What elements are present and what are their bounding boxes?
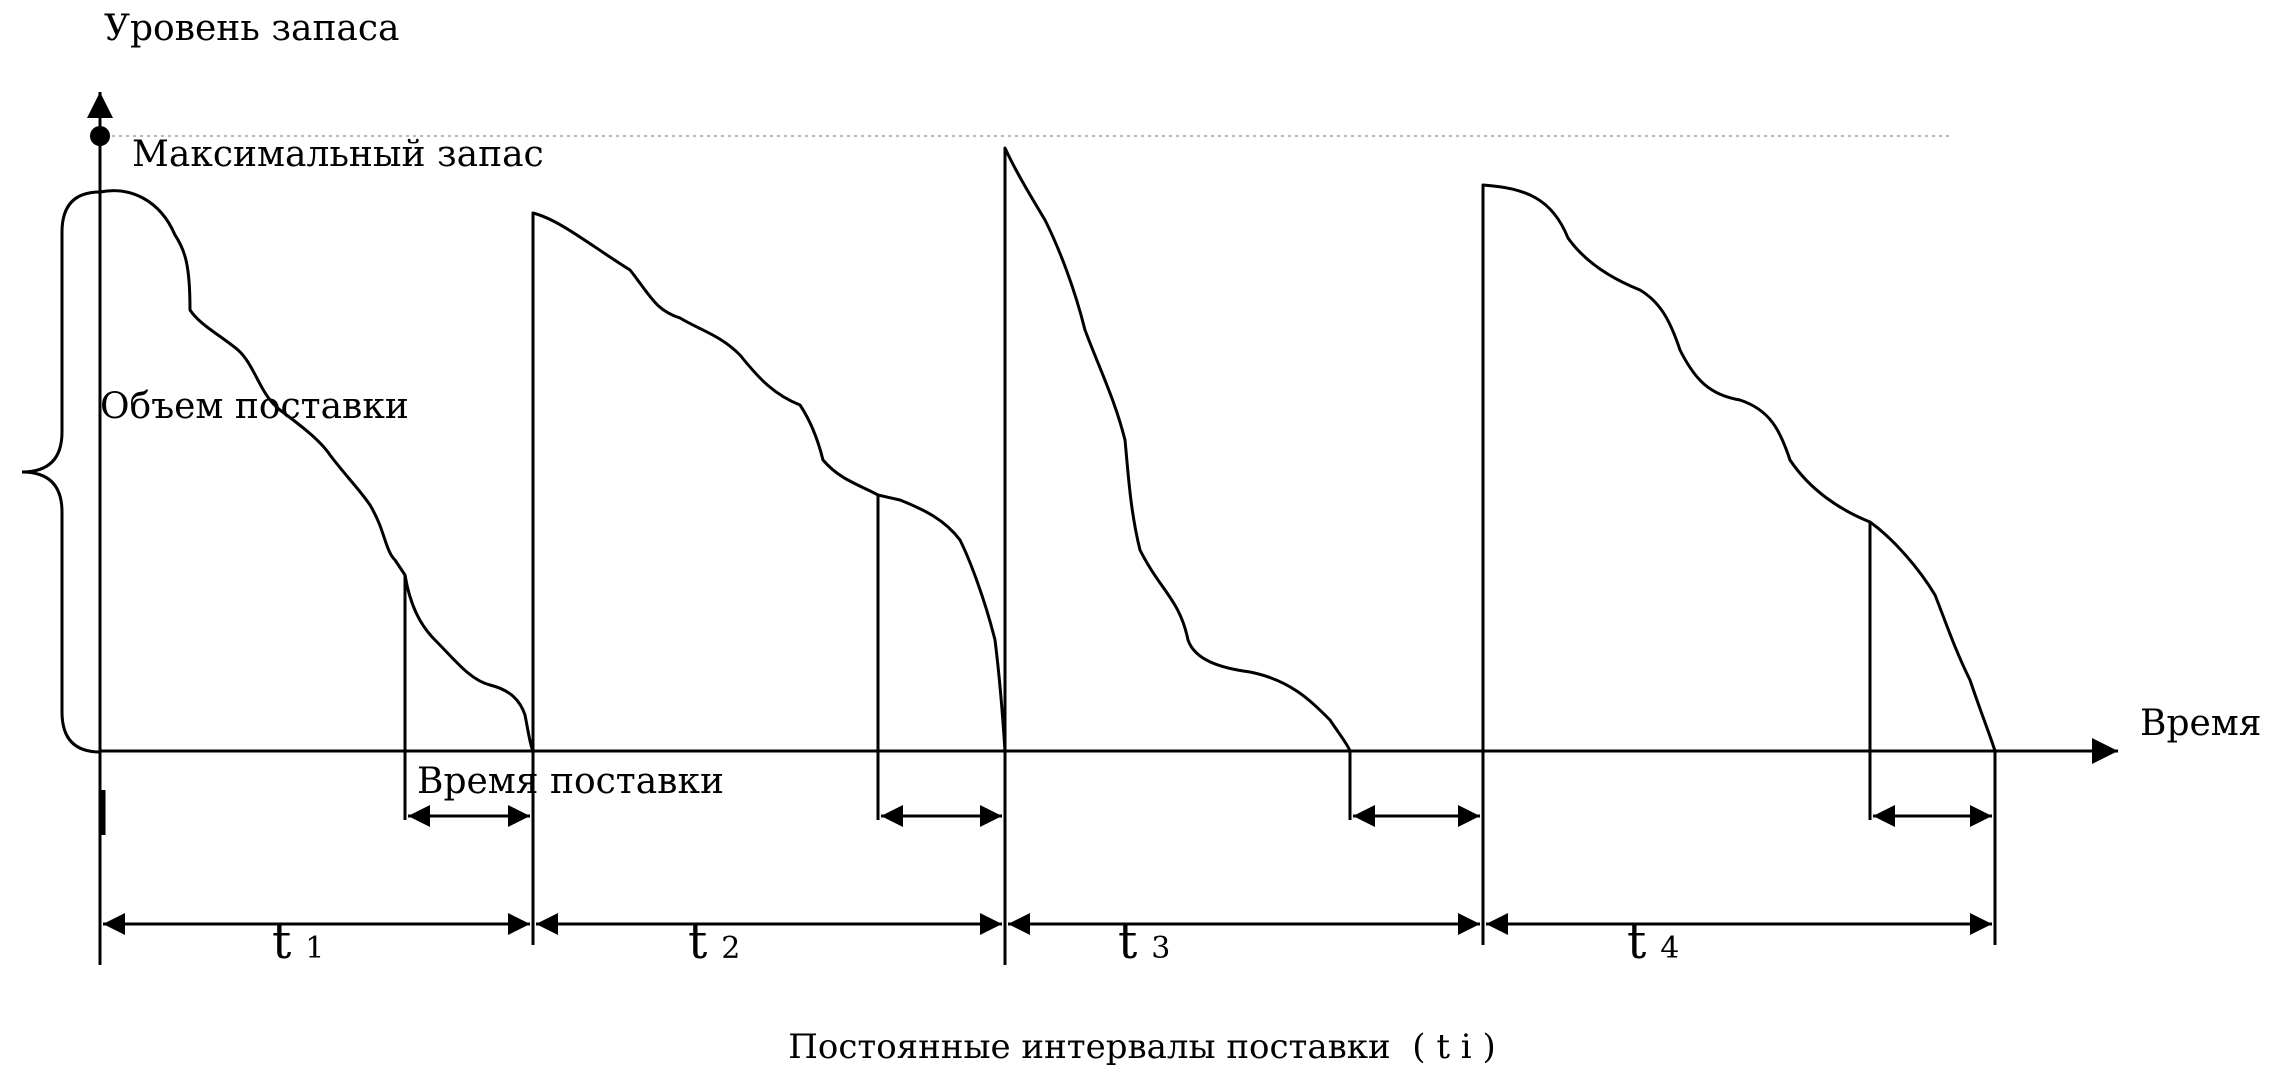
stock-curve-1: [98, 189, 535, 752]
order-volume-label: Объем поставки: [100, 386, 409, 427]
max-stock-label: Максимальный запас: [132, 134, 544, 175]
y-axis-label: Уровень запаса: [104, 8, 400, 49]
order-volume-brace: [21, 190, 101, 754]
stock-curve-3: [1003, 146, 1352, 752]
stock-curve-2: [531, 211, 1007, 752]
stock-curve-4: [1481, 183, 1997, 752]
max-stock-dot: [90, 126, 110, 146]
diagram-caption: Постоянные интервалы поставки ( t i ): [788, 1027, 1496, 1067]
lead-time-label: Время поставки: [417, 761, 724, 802]
x-axis-label: Время: [2140, 703, 2262, 744]
